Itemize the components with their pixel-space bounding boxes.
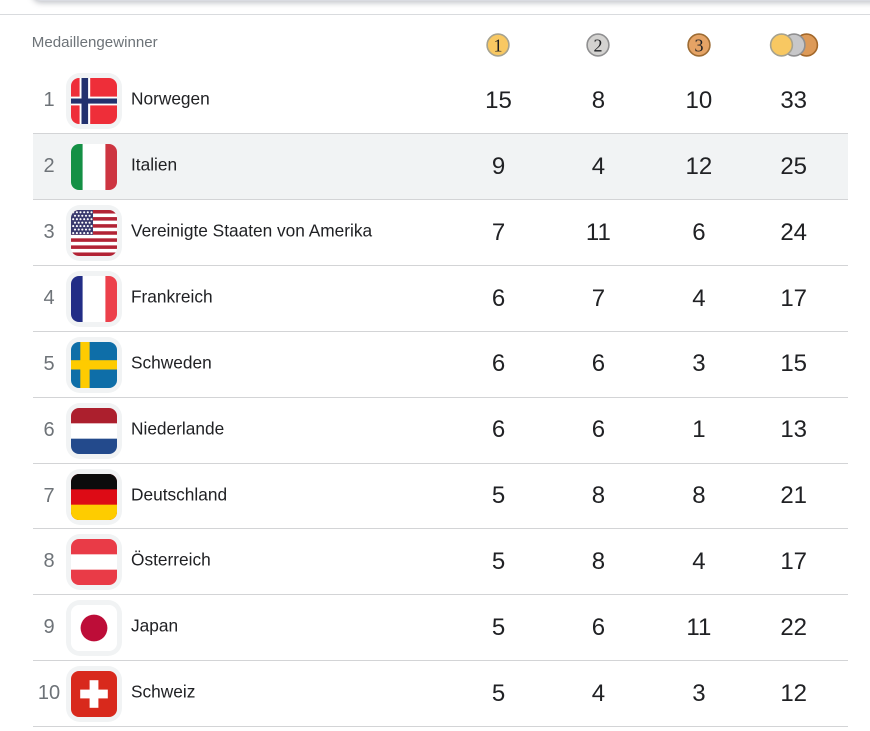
svg-text:2: 2 (593, 35, 602, 55)
svg-text:3: 3 (694, 35, 703, 55)
svg-text:1: 1 (494, 35, 503, 55)
